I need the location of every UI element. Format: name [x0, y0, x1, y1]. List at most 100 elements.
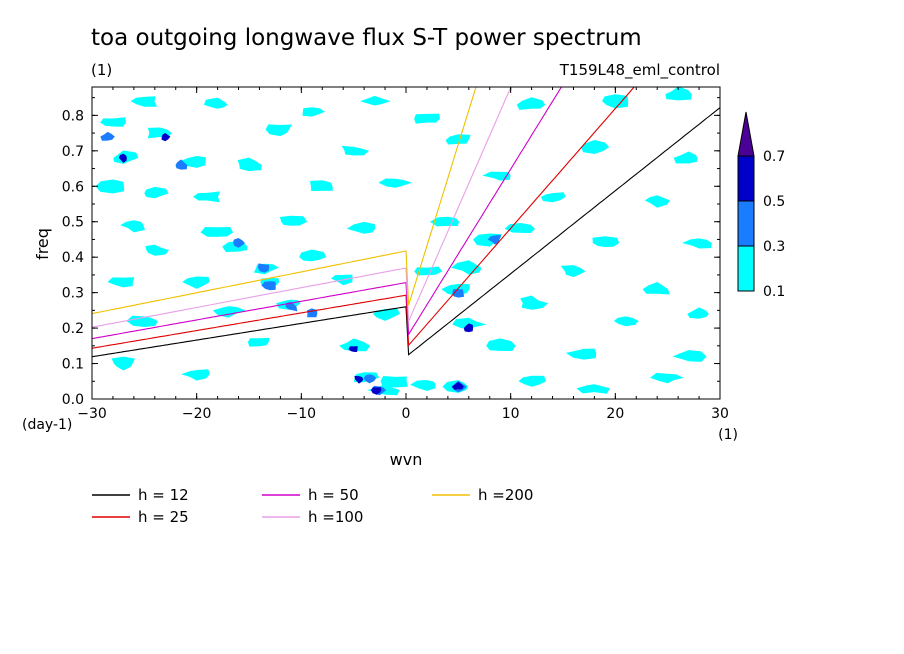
contour-region-8 — [175, 159, 188, 170]
contour-region-14 — [203, 97, 228, 109]
contour-region-23 — [581, 140, 610, 154]
contour-region-58 — [285, 301, 298, 312]
contour-region-88 — [576, 384, 610, 394]
contour-region-22 — [665, 87, 692, 101]
y-tick-label-1: 0.1 — [62, 357, 84, 373]
colorbar-label-0: 0.1 — [763, 284, 785, 300]
x-tick-label-1: −20 — [182, 406, 212, 422]
contour-region-12 — [237, 157, 262, 172]
curve-h25 — [92, 87, 635, 349]
colorbar: 0.1 0.3 0.5 0.7 — [737, 111, 785, 300]
contour-region-39 — [233, 238, 245, 248]
contour-region-73 — [672, 350, 707, 362]
contour-region-9 — [95, 179, 125, 194]
colorbar-segment-1 — [737, 200, 755, 247]
colorbar-label-3: 0.7 — [763, 149, 785, 165]
contour-region-37 — [682, 238, 712, 249]
legend-label-1: h = 25 — [138, 508, 189, 526]
contour-region-62 — [372, 308, 401, 321]
y-tick-label-8: 0.8 — [62, 108, 84, 124]
contour-region-45 — [257, 263, 270, 273]
dispersion-curves — [92, 87, 720, 358]
contour-region-30 — [120, 220, 145, 233]
contour-region-36 — [592, 236, 620, 247]
contour-region-82 — [380, 376, 408, 388]
y-tick-label-3: 0.3 — [62, 286, 84, 302]
chart-subtitle-left: (1) — [91, 61, 112, 79]
curve-h100 — [92, 87, 512, 328]
contour-region-16 — [360, 95, 391, 106]
contour-region-0 — [100, 117, 127, 127]
y-tick-label-2: 0.2 — [62, 321, 84, 337]
curve-h50 — [92, 87, 563, 340]
contour-region-77 — [363, 374, 377, 384]
contour-region-28 — [540, 192, 566, 203]
chart-title: toa outgoing longwave flux S-T power spe… — [91, 25, 642, 51]
contour-region-83 — [410, 380, 436, 391]
contour-region-48 — [182, 276, 210, 289]
contour-region-10 — [144, 186, 169, 199]
contour-region-13 — [265, 124, 293, 137]
contour-region-35 — [504, 223, 535, 233]
y-axis-label: freq — [33, 228, 52, 260]
y-tick-label-5: 0.5 — [62, 215, 84, 231]
contour-region-59 — [306, 308, 318, 318]
legend-label-3: h =100 — [308, 508, 363, 526]
contour-region-66 — [613, 316, 639, 327]
x-axis-unit: (1) — [718, 427, 738, 443]
contour-region-15 — [302, 107, 325, 117]
contour-region-19 — [445, 134, 471, 145]
contour-region-43 — [487, 235, 502, 245]
contour-region-20 — [516, 97, 546, 110]
legend-label-2: h = 50 — [308, 486, 359, 504]
contour-region-4 — [130, 96, 158, 107]
contour-region-25 — [482, 171, 511, 181]
contour-region-70 — [348, 346, 358, 352]
x-tick-label-3: 0 — [402, 406, 411, 422]
legend-label-4: h =200 — [478, 486, 533, 504]
x-tick-label-0: −30 — [77, 406, 107, 422]
y-tick-label-6: 0.6 — [62, 179, 84, 195]
contour-region-17 — [414, 113, 440, 124]
contour-region-32 — [279, 215, 308, 226]
contour-region-69 — [339, 338, 371, 352]
contour-region-87 — [518, 375, 547, 387]
contour-region-64 — [463, 323, 473, 333]
x-tick-label-2: −10 — [287, 406, 317, 422]
contour-region-49 — [107, 277, 135, 288]
axis-ticks: −30 −20 −10 0 10 20 30 0.0 0.1 0.2 0.3 0.4 0.5 0.6 0.7… — [62, 87, 729, 422]
curve-h200 — [92, 87, 477, 315]
contour-region-71 — [486, 338, 516, 351]
contour-field — [95, 87, 712, 396]
contour-region-67 — [687, 307, 709, 319]
legend: h = 12 h = 25 h = 50 h =100 h =200 — [92, 486, 533, 526]
contour-region-68 — [247, 337, 270, 347]
contour-region-61 — [126, 315, 158, 327]
contour-region-89 — [650, 372, 684, 384]
contour-region-27 — [378, 178, 413, 188]
contour-region-33 — [346, 221, 376, 234]
contour-region-40 — [145, 244, 169, 256]
contour-region-21 — [602, 94, 629, 109]
contour-region-3 — [118, 153, 127, 163]
contour-region-1 — [100, 131, 115, 141]
curve-h12 — [92, 107, 720, 358]
colorbar-label-1: 0.3 — [763, 239, 785, 255]
colorbar-segment-0 — [737, 245, 755, 292]
y-tick-label-0: 0.0 — [62, 392, 84, 408]
x-axis-label: wvn — [390, 450, 423, 469]
contour-region-78 — [354, 375, 364, 384]
colorbar-segment-2 — [737, 155, 755, 202]
contour-region-24 — [673, 151, 698, 164]
contour-region-41 — [299, 249, 327, 262]
contour-region-47 — [261, 281, 276, 291]
contour-region-60 — [212, 306, 246, 318]
contour-region-29 — [644, 195, 671, 208]
contour-region-65 — [520, 295, 549, 310]
colorbar-arrow — [737, 111, 755, 157]
y-axis-unit: (day-1) — [22, 417, 72, 433]
contour-region-26 — [310, 180, 333, 191]
x-tick-label-4: 10 — [502, 406, 520, 422]
contour-region-56 — [642, 282, 670, 295]
